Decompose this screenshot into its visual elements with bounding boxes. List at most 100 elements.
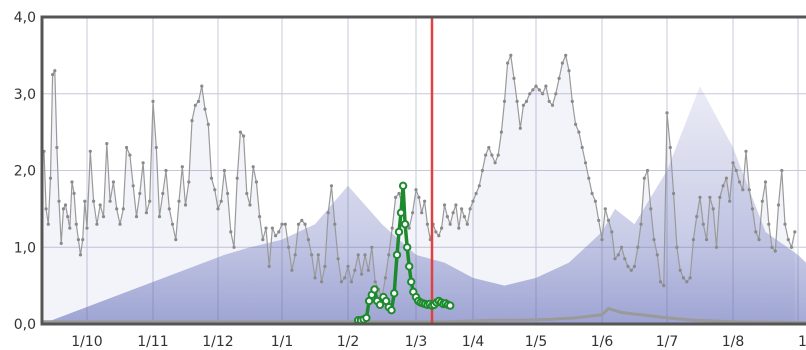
gray-point: [597, 218, 601, 222]
gray-point: [229, 230, 233, 234]
gray-point: [499, 130, 503, 134]
gray-point: [524, 99, 529, 103]
green-point: [362, 313, 371, 323]
green-point: [370, 285, 379, 294]
gray-point: [76, 238, 80, 242]
gray-point: [193, 103, 197, 107]
gray-point: [296, 222, 301, 226]
x-tick-label: 1/8: [722, 334, 745, 350]
gray-point: [688, 276, 692, 280]
gray-point: [92, 199, 96, 203]
gray-point: [639, 222, 643, 226]
gray-point: [550, 103, 555, 107]
gray-point: [619, 245, 624, 249]
gray-point: [366, 268, 370, 272]
y-tick-label: 0,0: [14, 317, 36, 333]
gray-point: [316, 253, 320, 257]
gray-point: [583, 161, 588, 165]
green-series: [354, 181, 455, 325]
gray-point: [59, 241, 63, 245]
gray-point: [167, 207, 171, 211]
band-envelope: [44, 55, 795, 325]
gray-point: [786, 238, 790, 242]
gray-point: [154, 145, 158, 150]
gray-point: [734, 168, 738, 173]
density-band: [42, 55, 806, 325]
gray-point: [465, 222, 469, 226]
gray-point: [695, 215, 699, 219]
gray-point: [783, 222, 787, 226]
gray-point: [493, 161, 497, 165]
gray-point: [51, 73, 55, 77]
x-tick-label: 1/12: [202, 334, 233, 350]
gray-point: [477, 184, 481, 188]
gray-point: [108, 199, 112, 203]
gray-point: [531, 88, 535, 92]
gray-point: [509, 53, 513, 58]
green-point: [400, 220, 410, 229]
gray-point: [437, 234, 441, 238]
gray-point: [711, 207, 715, 211]
gray-point: [728, 199, 732, 203]
gray-point: [323, 264, 327, 268]
green-point: [387, 306, 396, 315]
gray-point: [757, 238, 761, 242]
gray-point: [541, 92, 545, 96]
gray-point: [397, 191, 401, 196]
gray-point: [448, 222, 452, 226]
gray-point: [678, 268, 682, 272]
green-point: [394, 227, 404, 237]
gray-point: [274, 234, 278, 238]
green-point: [405, 262, 414, 271]
gray-point: [287, 245, 291, 249]
gray-point: [387, 253, 391, 257]
gray-point: [747, 188, 751, 192]
gray-point: [460, 207, 464, 211]
gray-point: [196, 99, 201, 103]
gray-point: [157, 215, 162, 219]
green-point: [407, 277, 416, 286]
gray-point: [121, 207, 125, 211]
gray-point: [434, 230, 438, 234]
gray-point: [603, 207, 607, 211]
gray-point: [613, 257, 617, 261]
gray-point: [349, 280, 353, 284]
gray-point: [356, 253, 360, 257]
gray-point: [760, 199, 764, 203]
gray-point: [474, 191, 478, 196]
gray-point: [138, 191, 142, 196]
gray-point: [793, 230, 797, 234]
gray-point: [83, 199, 87, 203]
gray-point: [48, 176, 53, 180]
gray-point: [515, 99, 519, 103]
gray-point: [68, 226, 72, 230]
gray-point: [264, 226, 268, 230]
x-tick-label: 1/5: [525, 334, 548, 350]
gray-point: [528, 92, 532, 96]
gray-point: [721, 184, 725, 188]
gray-point: [672, 191, 676, 196]
gray-point: [177, 199, 181, 203]
gray-point: [203, 107, 207, 111]
gray-point: [741, 188, 745, 192]
x-tick-label: 1/11: [137, 334, 168, 350]
gray-point: [258, 215, 262, 219]
gray-point: [363, 253, 367, 257]
gray-point: [587, 176, 591, 180]
gray-point: [560, 61, 565, 65]
green-point: [390, 289, 399, 298]
gray-point: [750, 207, 755, 211]
gray-point: [187, 180, 191, 184]
gray-point: [61, 207, 65, 211]
gray-point: [320, 280, 324, 284]
green-point: [375, 300, 385, 309]
gray-point: [115, 207, 119, 211]
gray-point: [336, 257, 340, 261]
gray-point: [277, 230, 281, 234]
gray-point: [544, 84, 548, 88]
gray-point: [471, 199, 475, 203]
gray-point: [655, 253, 659, 257]
gray-point: [238, 130, 242, 134]
y-axis-ticks: 0,0 1,0 2,0 3,0 4,0: [14, 10, 36, 333]
